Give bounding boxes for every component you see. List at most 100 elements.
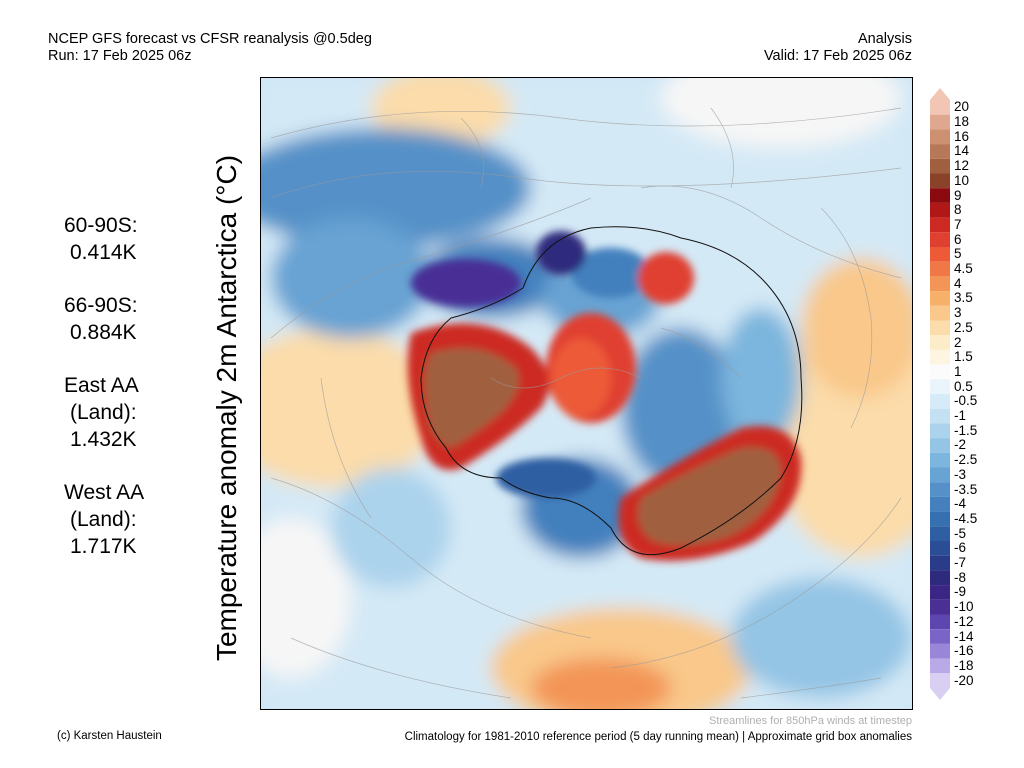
colorbar-tick-label: -8: [954, 569, 967, 585]
colorbar-box: [930, 129, 950, 145]
colorbar-box: [930, 320, 950, 336]
colorbar-tick-label: 14: [954, 143, 970, 159]
colorbar-box: [930, 364, 950, 380]
colorbar-box: [930, 526, 950, 541]
stat-value: 0.414K: [70, 241, 137, 264]
strong-anomalies: [407, 231, 802, 561]
colorbar-box: [930, 188, 950, 203]
colorbar-tick-label: -1.5: [954, 422, 978, 438]
colorbar-box: [930, 100, 950, 115]
valid-time: Valid: 17 Feb 2025 06z: [763, 48, 912, 64]
colorbar-tick-label: 2.5: [954, 319, 973, 335]
colorbar-tick-label: 10: [954, 172, 970, 188]
colorbar-tick-label: 0.5: [954, 378, 973, 394]
stat-label: 66-90S:: [64, 294, 138, 317]
colorbar-box: [930, 614, 950, 630]
stat-label: East AA: [64, 374, 139, 397]
colorbar-box: [930, 511, 950, 527]
antarctica-coastline: [420, 226, 803, 556]
colorbar-box: [930, 291, 950, 306]
colorbar-tick-label: -16: [954, 643, 974, 659]
model-title: NCEP GFS forecast vs CFSR reanalysis @0.…: [48, 31, 372, 47]
colorbar-tick-label: 16: [954, 128, 970, 144]
stat-east-aa: East AA (Land): 1.432K: [64, 372, 144, 453]
colorbar-tick-label: -7: [954, 555, 967, 571]
stat-value: 1.432K: [70, 428, 137, 451]
analysis-label: Analysis: [858, 31, 912, 47]
colorbar-tick-label: 5: [954, 246, 962, 262]
colorbar-min-arrow: [930, 688, 950, 700]
colorbar-tick-label: -2.5: [954, 452, 978, 468]
header-left: NCEP GFS forecast vs CFSR reanalysis @0.…: [48, 31, 372, 65]
colorbar-box: [930, 496, 950, 512]
colorbar-box: [930, 599, 950, 615]
colorbar-box: [930, 585, 950, 600]
colorbar-tick-label: -4: [954, 496, 967, 512]
colorbar-box: [930, 144, 950, 159]
colorbar-box: [930, 276, 950, 292]
colorbar-tick-label: 4.5: [954, 261, 973, 277]
colorbar-tick-label: 2: [954, 334, 962, 350]
colorbar-tick-label: -4.5: [954, 510, 978, 526]
stat-60-90s: 60-90S: 0.414K: [64, 212, 144, 266]
climatology-note: Climatology for 1981-2010 reference peri…: [404, 731, 912, 743]
colorbar-box: [930, 261, 950, 277]
stat-label: 60-90S:: [64, 214, 138, 237]
colorbar-box: [930, 541, 950, 556]
colorbar-tick-label: -12: [954, 613, 974, 629]
colorbar-box: [930, 482, 950, 497]
colorbar-box: [930, 555, 950, 571]
colorbar-box: [930, 629, 950, 644]
colorbar-box: [930, 349, 950, 365]
colorbar-box: [930, 467, 950, 483]
run-time: Run: 17 Feb 2025 06z: [48, 48, 192, 64]
stat-66-90s: 66-90S: 0.884K: [64, 292, 144, 346]
colorbar-tick-label: -6: [954, 540, 967, 556]
colorbar-tick-label: -3: [954, 466, 967, 482]
colorbar-box: [930, 438, 950, 453]
colorbar-tick-label: 6: [954, 231, 962, 247]
colorbar-box: [930, 423, 950, 439]
colorbar-tick-label: 1.5: [954, 349, 973, 365]
map-canvas: [261, 78, 912, 709]
colorbar-tick-label: 9: [954, 187, 962, 203]
stat-value: 0.884K: [70, 321, 137, 344]
colorbar: [930, 88, 950, 700]
colorbar-tick-label: 7: [954, 216, 962, 232]
colorbar-tick-label: 20: [954, 99, 970, 115]
anomaly-map: [260, 77, 913, 710]
wind-streamlines: [270, 107, 902, 699]
colorbar-box: [930, 570, 950, 586]
colorbar-tick-label: -0.5: [954, 393, 978, 409]
colorbar-box: [930, 394, 950, 409]
colorbar-box: [930, 305, 950, 321]
colorbar-tick-label: -5: [954, 525, 967, 541]
colorbar-box: [930, 114, 950, 130]
colorbar-box: [930, 232, 950, 247]
colorbar-tick-label: 4: [954, 275, 962, 291]
colorbar-tick-label: -14: [954, 628, 974, 644]
colorbar-max-arrow: [930, 88, 950, 100]
colorbar-tick-label: 3: [954, 305, 962, 321]
stat-label: West AA: [64, 481, 145, 504]
colorbar-tick-label: 1: [954, 363, 962, 379]
colorbar-box: [930, 158, 950, 174]
colorbar-box: [930, 379, 950, 394]
colorbar-tick-label: -3.5: [954, 481, 978, 497]
colorbar-tick-label: -2: [954, 437, 967, 453]
header-right: Analysis Valid: 17 Feb 2025 06z: [764, 31, 912, 65]
colorbar-tick-label: -20: [954, 672, 974, 688]
colorbar-box: [930, 643, 950, 659]
colorbar-box: [930, 658, 950, 674]
colorbar-box: [930, 202, 950, 218]
stat-west-aa: West AA (Land): 1.717K: [64, 479, 144, 560]
colorbar-tick-label: 3.5: [954, 290, 973, 306]
colorbar-tick-label: 12: [954, 158, 970, 174]
stat-label-line2: (Land):: [70, 401, 137, 424]
anomaly-stats: 60-90S: 0.414K 66-90S: 0.884K East AA (L…: [64, 212, 144, 586]
colorbar-box: [930, 452, 950, 468]
stat-label-line2: (Land):: [70, 508, 137, 531]
stat-value: 1.717K: [70, 535, 137, 558]
colorbar-box: [930, 335, 950, 350]
colorbar-tick-label: -10: [954, 599, 974, 615]
